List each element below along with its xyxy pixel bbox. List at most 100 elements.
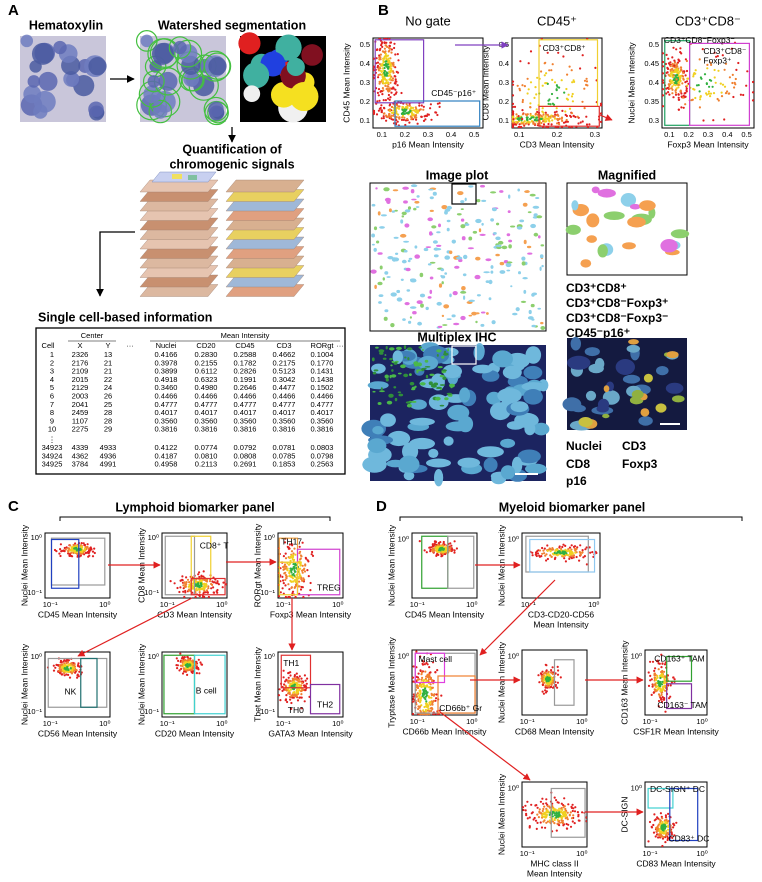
cell-dot [566,550,569,553]
cell-dot [570,95,574,98]
cell-dot [428,666,431,669]
cell-dot [521,84,524,87]
cell-dot [385,55,388,58]
cell-blob [429,231,433,236]
cell-dot [559,676,562,679]
cell-dot [64,548,67,551]
cell-dot [568,107,572,110]
cell-dot [540,115,543,118]
cell-blob [428,394,449,411]
cell-dot [511,83,515,86]
cell-blob [386,400,393,405]
cell-dot [182,590,185,593]
cell-dot [532,122,535,125]
cell-dot [419,669,422,673]
cell-blob [535,197,540,199]
table-cell: 0.4466 [234,391,257,400]
cell-dot [657,693,661,696]
cell-dot [383,76,386,79]
cell-dot [667,828,670,831]
cell-dot [529,102,532,105]
cell-blob [473,345,485,361]
x-axis-label: Foxp3 Mean Intensity [667,139,749,149]
cell-blob [496,222,500,226]
cell-dot [181,661,184,664]
cell-dot [306,559,309,562]
cell-dot [418,682,422,685]
cell-blob [419,272,424,278]
segment [270,81,297,108]
cell-dot [287,672,290,675]
cell-dot [558,551,561,554]
cell-dot [444,552,447,556]
cell-dot [661,94,665,97]
table-cell: 8 [50,408,54,417]
cell-dot [751,91,755,94]
table-cell: 0.3978 [155,358,178,367]
cell-dot [698,106,702,109]
table-header: Cell [42,341,55,350]
cell-dot [518,125,521,129]
cell-blob [603,211,625,220]
cell-dot [453,551,456,554]
cell-blob [370,269,377,274]
cell-dot [389,65,392,68]
cell-blob [508,239,513,243]
cell-blob [660,239,678,253]
cell-dot [290,586,293,589]
cell-blob [526,245,532,249]
cell-dot [288,588,291,591]
cell-dot [536,821,539,825]
panel-label: C [8,498,19,515]
x-tick-label: 0.4 [722,130,732,139]
cell-blob [409,399,427,410]
cell-dot [293,693,296,696]
cell-dot [685,89,688,92]
cell-dot [556,818,559,822]
cell-blob [427,217,434,222]
cell-dot [291,556,294,559]
y-axis-label: Nuclei Mean Intensity [19,643,29,725]
cell-dot [387,93,390,97]
cell-dot [284,571,287,574]
x-axis-label: CD20 Mean Intensity [155,728,235,738]
cell-dot [566,120,570,123]
cell-dot [540,555,543,558]
cell-dot [724,92,728,95]
table-header: CD20 [196,341,215,350]
cell-dot [294,564,297,567]
y-axis-label: Tbet Mean Intensity [252,646,262,721]
table-cell: 0.4017 [155,408,178,417]
cell-blob [538,235,541,239]
cell-blob [404,223,410,228]
cell-dot [666,837,670,840]
cell-dot [179,664,182,667]
cell-blob [393,386,397,389]
cell-dot [544,686,547,689]
gate-label: Mast cell [419,654,453,664]
cell-blob [429,261,436,264]
cell-blob [378,301,382,304]
cell-dot [378,63,381,66]
cell-blob [371,243,375,246]
gate-label: TREG [317,583,341,593]
cell-blob [444,272,448,275]
gate-label: DC-SIGN⁺ DC [650,784,705,794]
cell-blob [540,244,545,247]
cell-blob [411,198,417,201]
x-axis-label: CD3-CD20-CD56 [528,609,594,619]
cell-dot [541,552,544,555]
cell-dot [281,587,284,590]
cell-blob [409,373,412,376]
cell-blob [379,265,383,270]
cell-dot [570,544,573,547]
y-tick-label: 10⁰ [264,652,275,661]
cell-dot [83,549,86,552]
cell-dot [664,689,667,692]
cell-dot [63,674,66,677]
cell-dot [379,67,382,70]
cell-blob [510,401,529,413]
y-tick-label: 0.3 [649,116,659,125]
cell-dot [551,119,554,122]
table-cell: 0.3042 [273,375,296,384]
